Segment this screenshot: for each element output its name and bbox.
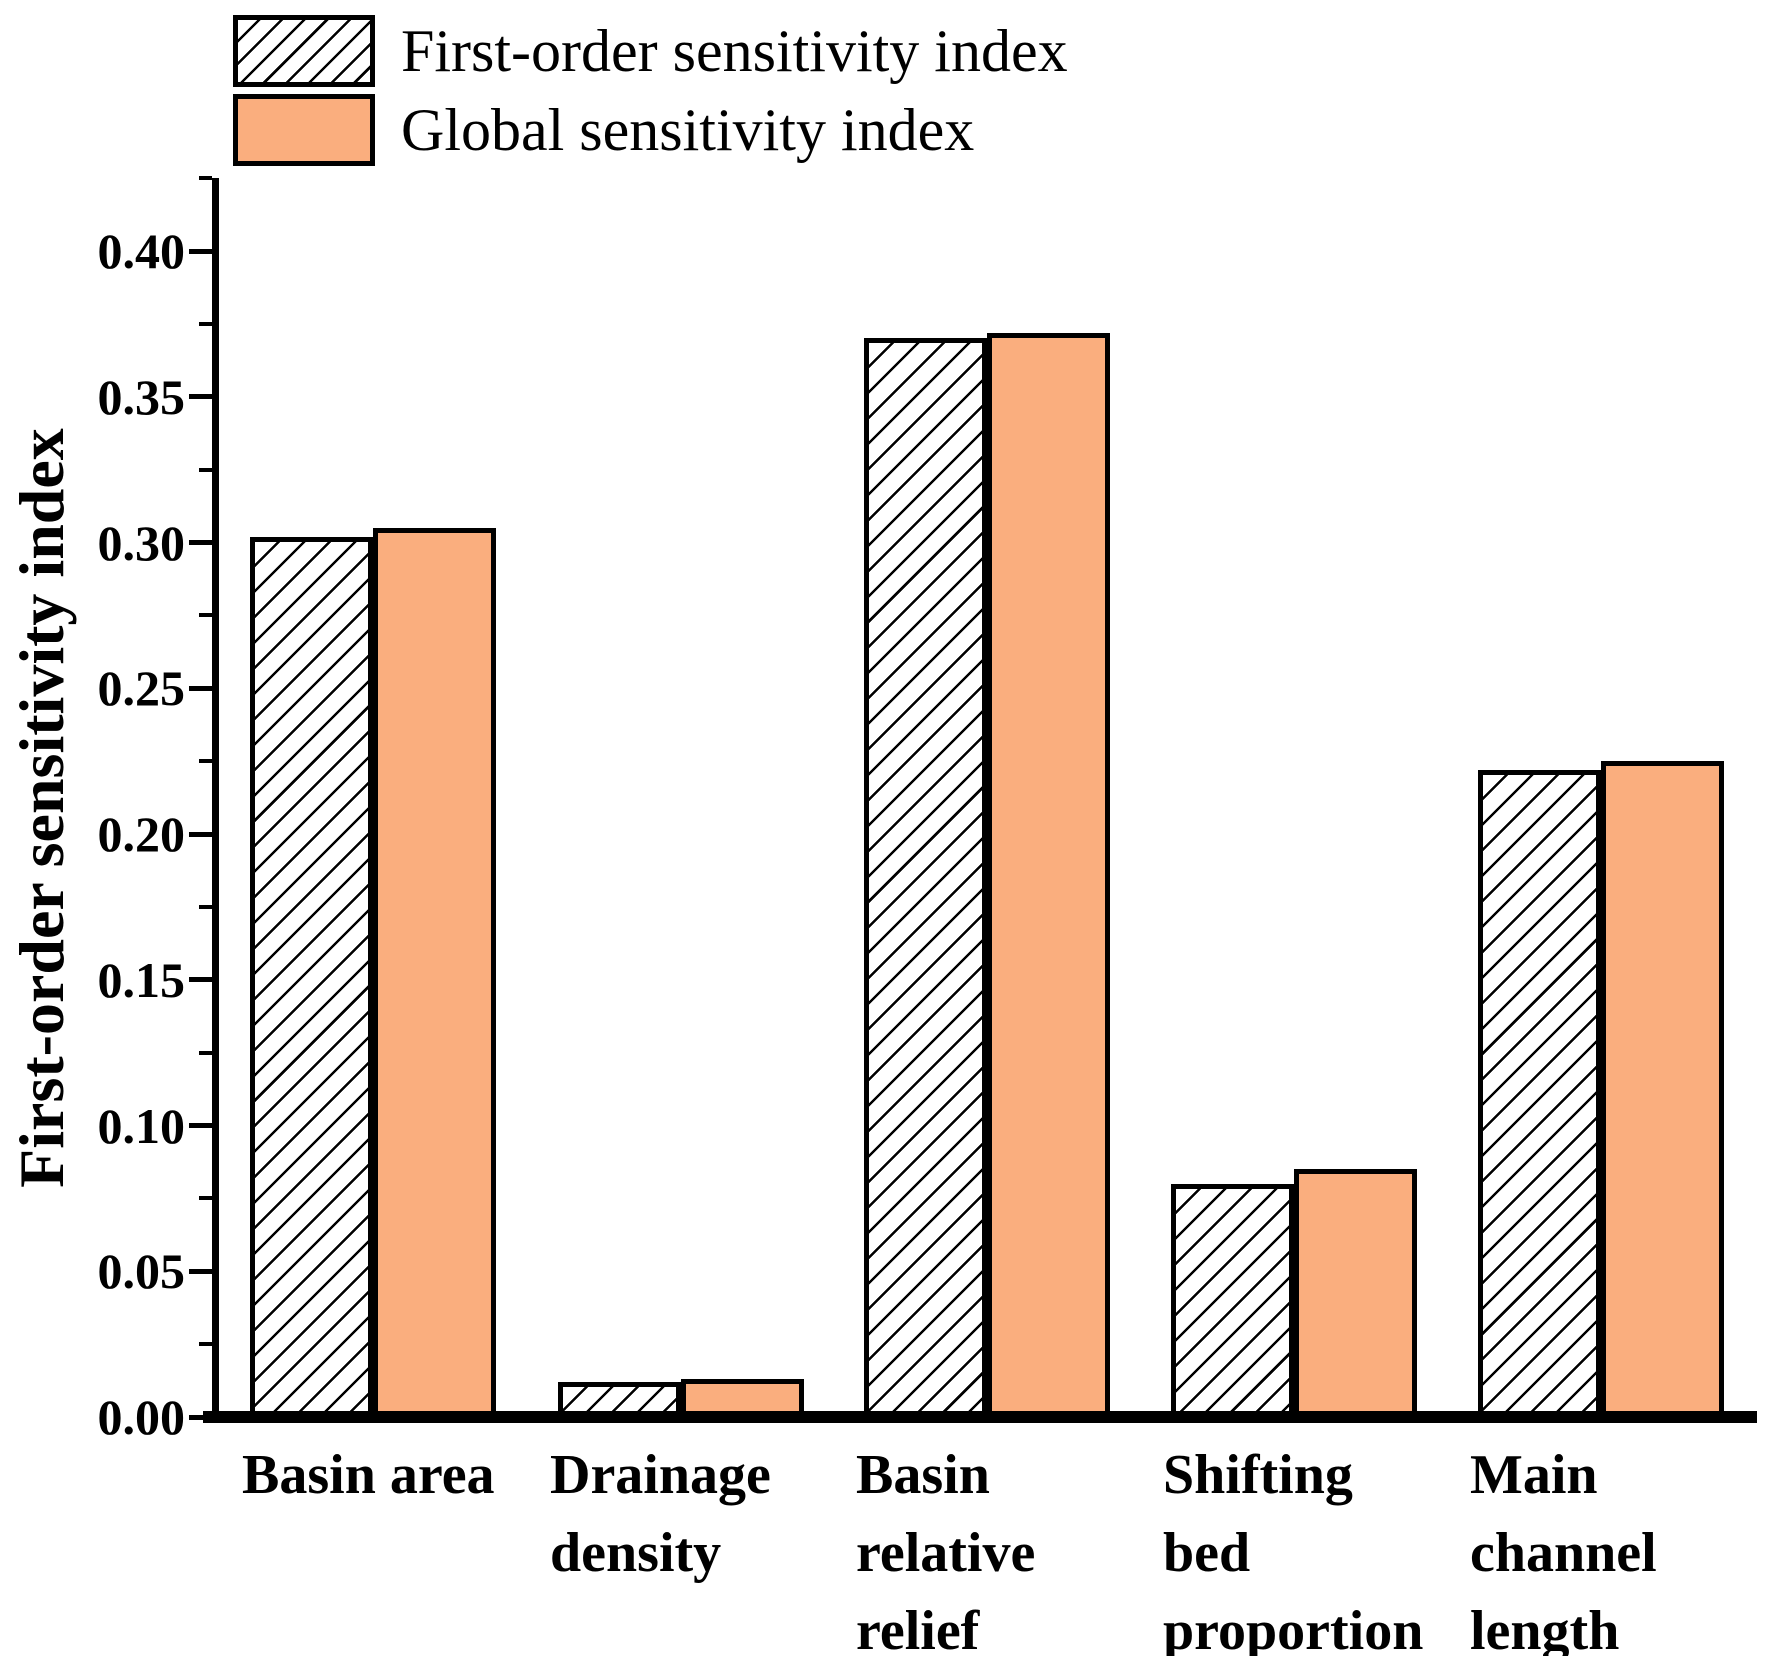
y-minor-tick xyxy=(199,1342,212,1347)
legend-label-first-order: First-order sensitivity index xyxy=(401,18,1068,84)
y-minor-tick xyxy=(199,904,212,909)
x-category-label-line: density xyxy=(550,1522,722,1584)
x-category-label-2: Drainage density xyxy=(550,1436,771,1592)
legend-swatch-orange xyxy=(233,94,375,166)
legend-label-global: Global sensitivity index xyxy=(401,97,975,163)
y-major-tick-0.25 xyxy=(189,685,212,691)
bar-first-order-1 xyxy=(250,536,373,1418)
y-tick-label-0.30: 0.30 xyxy=(97,514,186,571)
y-axis-line xyxy=(212,178,219,1423)
y-major-tick-0.10 xyxy=(189,1123,212,1128)
x-category-label-line: bed xyxy=(1163,1522,1251,1584)
y-minor-tick xyxy=(199,1196,212,1201)
x-category-label-line: relative xyxy=(856,1522,1036,1584)
x-axis-line xyxy=(203,1411,1757,1423)
y-tick-label-0.15: 0.15 xyxy=(97,951,186,1008)
y-tick-label-0.40: 0.40 xyxy=(97,223,186,279)
bar-global-1 xyxy=(373,527,496,1418)
y-minor-tick xyxy=(199,321,212,326)
bar-first-order-3 xyxy=(864,338,987,1418)
y-minor-tick xyxy=(199,176,212,181)
x-category-label-line: Basin xyxy=(856,1444,990,1506)
x-category-label-4: Shifting bed proportion xyxy=(1163,1436,1423,1656)
x-category-label-line: proportion xyxy=(1163,1600,1424,1656)
bar-global-3 xyxy=(987,332,1110,1418)
legend-swatch-hatched xyxy=(233,15,375,87)
x-category-label-line: Basin area xyxy=(242,1444,495,1506)
y-major-tick-0.20 xyxy=(189,831,212,837)
y-tick-label-0.25: 0.25 xyxy=(97,660,186,717)
y-tick-label-0.05: 0.05 xyxy=(97,1243,186,1300)
y-minor-tick xyxy=(199,1050,212,1055)
y-major-tick-0.00 xyxy=(189,1414,212,1420)
x-category-label-5: Main channel length xyxy=(1470,1436,1657,1656)
bar-global-4 xyxy=(1294,1169,1417,1418)
y-tick-label-0.20: 0.20 xyxy=(97,806,186,862)
x-category-label-line: length xyxy=(1470,1600,1620,1656)
legend-item-global: Global sensitivity index xyxy=(233,94,974,166)
bar-global-5 xyxy=(1601,761,1724,1418)
y-major-tick-0.35 xyxy=(189,394,212,400)
legend-item-first-order: First-order sensitivity index xyxy=(233,15,1068,87)
x-category-label-1: Basin area xyxy=(242,1436,495,1514)
x-category-label-line: Drainage xyxy=(550,1444,771,1506)
bar-first-order-4 xyxy=(1171,1183,1294,1418)
x-category-label-line: relief xyxy=(856,1600,980,1656)
y-major-tick-0.30 xyxy=(189,540,212,545)
y-minor-tick xyxy=(199,759,212,764)
x-category-label-line: Main xyxy=(1470,1444,1598,1506)
y-major-tick-0.05 xyxy=(189,1268,212,1274)
y-major-tick-0.40 xyxy=(189,248,212,254)
y-tick-label-0.10: 0.10 xyxy=(97,1097,186,1154)
y-tick-label-0.00: 0.00 xyxy=(97,1389,186,1445)
y-minor-tick xyxy=(199,613,212,618)
x-category-label-3: Basin relative relief xyxy=(856,1436,1035,1656)
y-major-tick-0.15 xyxy=(189,977,212,983)
bar-first-order-5 xyxy=(1478,769,1601,1418)
x-category-label-line: channel xyxy=(1470,1522,1657,1584)
x-category-label-line: Shifting xyxy=(1163,1444,1353,1506)
y-minor-tick xyxy=(199,467,212,472)
y-tick-label-0.35: 0.35 xyxy=(97,368,186,425)
